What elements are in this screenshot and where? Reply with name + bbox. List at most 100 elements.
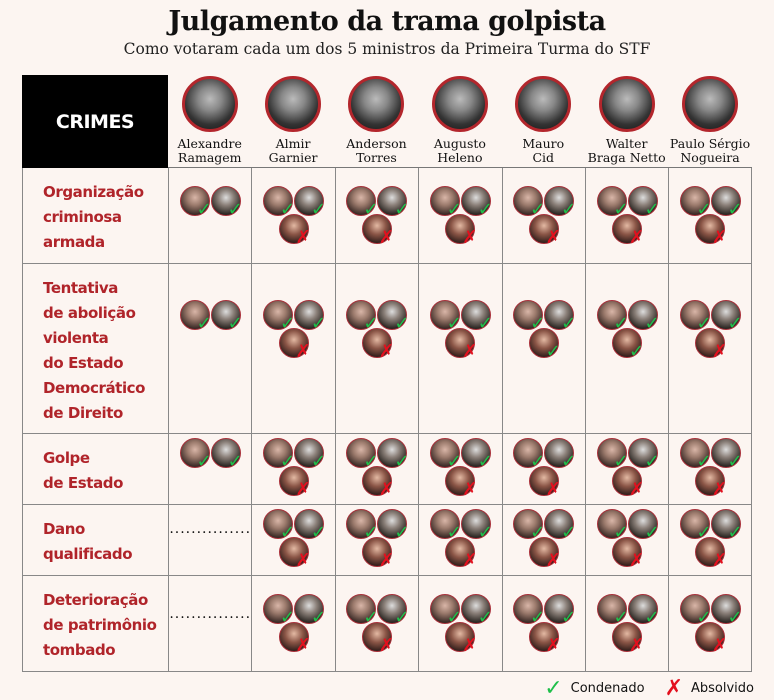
vote-row: ✓ — [612, 328, 645, 362]
vote-row: ✓ ✓ — [679, 186, 743, 220]
judge-vote: ✓ — [263, 438, 295, 471]
check-icon: ✓ — [727, 199, 743, 220]
defendant-name: Augusto Heleno — [434, 137, 486, 165]
judge-vote: ✓ — [460, 509, 493, 542]
judge-vote: ✗ — [361, 622, 394, 656]
x-icon: ✗ — [295, 479, 311, 500]
vote-row: ✓ ✓ — [513, 186, 577, 220]
judge-vote: ✓ — [513, 300, 545, 333]
vote-row: ✗ — [445, 466, 477, 499]
vote-row: ✗ — [278, 328, 311, 361]
judge-vote: ✗ — [278, 537, 311, 570]
crime-label: Golpe de Estado — [22, 434, 168, 505]
check-icon: ✓ — [644, 313, 660, 334]
judge-vote: ✗ — [695, 622, 727, 655]
judge-vote: ✗ — [612, 214, 644, 247]
vote-row: ✓ ✓ — [429, 594, 493, 628]
vote-row: ✓ ✓ — [346, 509, 409, 542]
no-vote-placeholder: ............... — [169, 606, 252, 622]
judge-vote: ✓ — [377, 438, 410, 472]
judge-vote: ✓ — [377, 594, 409, 627]
page-subtitle: Como votaram cada um dos 5 ministros da … — [123, 40, 651, 58]
check-icon: ✓ — [477, 607, 493, 628]
check-icon: ✓ — [227, 313, 243, 334]
vote-cell: ✓ ✓ ✗ — [251, 576, 335, 672]
vote-cell: ✓ ✓ — [168, 168, 252, 264]
crime-label-line: de Estado — [43, 474, 124, 492]
vote-cell: ✓ ✓ ✗ — [501, 505, 585, 576]
vote-cell: ✓ ✓ ✗ — [334, 434, 419, 505]
check-icon: ✓ — [477, 313, 493, 334]
check-icon: ✓ — [310, 607, 327, 628]
crime-label-line: Deterioração — [43, 591, 148, 609]
judge-vote: ✗ — [528, 214, 561, 247]
judge-vote: ✓ — [263, 300, 295, 333]
x-icon: ✗ — [378, 635, 394, 656]
judge-vote: ✗ — [612, 466, 644, 499]
vote-row: ✓ ✓ — [263, 438, 326, 471]
vote-row: ✗ — [528, 622, 561, 656]
x-icon: ✗ — [545, 479, 561, 500]
check-icon: ✓ — [561, 522, 577, 543]
vote-cell: ............... — [168, 505, 252, 576]
judge-vote: ✗ — [612, 622, 644, 655]
defendant-name-line2: Heleno — [437, 150, 483, 165]
judge-vote: ✓ — [710, 594, 743, 627]
defendant-name: Almir Garnier — [269, 137, 318, 165]
defendant-name-line2: Torres — [356, 150, 397, 165]
judge-vote: ✓ — [596, 186, 629, 219]
legend-condenado: Condenado — [570, 681, 645, 696]
vote-row: ✓ ✓ — [596, 438, 660, 471]
defendant-photo — [348, 76, 405, 132]
check-icon: ✓ — [545, 341, 561, 362]
defendant-name-line1: Alexandre — [177, 136, 242, 151]
judge-vote: ✓ — [596, 300, 629, 333]
crime-label: Dano qualificado — [22, 505, 168, 576]
judge-vote: ✓ — [528, 328, 561, 362]
judge-vote: ✓ — [460, 594, 493, 628]
judge-vote: ✓ — [627, 438, 660, 471]
crimes-header: CRIMES — [22, 75, 168, 168]
vote-cell: ✓ ✓ ✗ — [251, 168, 335, 264]
check-icon: ✓ — [394, 451, 410, 472]
judge-vote: ✗ — [361, 328, 394, 361]
check-icon: ✓ — [561, 607, 577, 628]
vote-row: ✓ ✓ — [263, 300, 327, 334]
vote-row: ✗ — [695, 537, 727, 570]
judge-vote: ✗ — [528, 466, 561, 500]
vote-cell: ✓ ✓ ✗ — [251, 264, 335, 434]
vote-cell: ✓ ✓ — [168, 264, 252, 434]
judge-vote: ✓ — [679, 438, 712, 471]
judge-vote: ✓ — [460, 438, 493, 471]
judge-vote: ✓ — [429, 509, 462, 542]
judge-vote: ✗ — [445, 214, 477, 247]
judge-vote: ✓ — [710, 186, 743, 220]
crime-label: Deterioração de patrimônio tombado — [22, 576, 168, 672]
x-icon: ✗ — [711, 227, 728, 248]
judge-vote: ✓ — [460, 186, 493, 219]
vote-cell: ✓ ✓ ✗ — [418, 576, 502, 672]
check-icon: ✓ — [629, 341, 645, 362]
crime-label-line: criminosa — [43, 208, 122, 226]
defendant-name-line1: Mauro — [522, 136, 565, 151]
vote-row: ✓ ✓ — [179, 300, 243, 334]
vote-row: ✓ ✓ — [429, 509, 493, 542]
x-icon: ✗ — [545, 635, 561, 656]
crime-label-line: de patrimônio — [43, 616, 157, 634]
check-icon: ✓ — [310, 313, 327, 334]
vote-row: ✓ ✓ — [346, 438, 410, 472]
vote-row: ✓ ✓ — [179, 438, 243, 471]
check-icon: ✓ — [561, 199, 577, 220]
judge-vote: ✓ — [346, 509, 378, 542]
vote-row: ✓ ✓ — [429, 438, 493, 471]
vote-row: ✓ ✓ — [513, 594, 577, 628]
defendant-name: Anderson Torres — [346, 137, 406, 165]
no-vote-placeholder: ............... — [169, 521, 252, 537]
defendant-header: Paulo Sérgio Nogueira — [668, 75, 752, 168]
judge-vote: ✓ — [679, 509, 712, 542]
judge-vote: ✓ — [679, 594, 712, 627]
judge-vote: ✓ — [596, 509, 629, 542]
vote-cell: ✓ ✓ ✗ — [251, 434, 335, 505]
judge-vote: ✓ — [346, 186, 378, 219]
